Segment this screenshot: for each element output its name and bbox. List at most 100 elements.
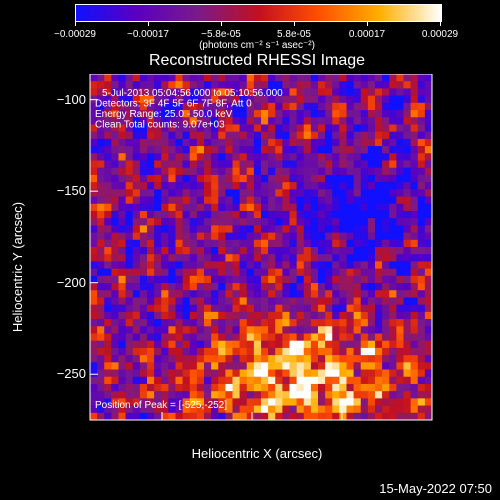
heatmap-cell (239, 261, 248, 269)
heatmap-cell (353, 412, 362, 421)
heatmap-cell (353, 362, 362, 370)
heatmap-cell (218, 283, 226, 291)
heatmap-cell (367, 160, 376, 169)
peak-position-label: Position of Peak = [-525,-252] (95, 400, 227, 411)
heatmap-cell (125, 362, 134, 370)
heatmap-cell (118, 210, 126, 219)
heatmap-cell (225, 117, 233, 125)
heatmap-cell (382, 254, 390, 262)
heatmap-cell (318, 347, 326, 356)
heatmap-cell (325, 261, 333, 269)
heatmap-cell (90, 196, 98, 205)
heatmap-cell (375, 319, 383, 327)
heatmap-cell (90, 412, 98, 421)
heatmap-cell (104, 146, 112, 154)
heatmap-cell (410, 355, 419, 363)
heatmap-cell (303, 88, 312, 96)
heatmap-cell (403, 412, 411, 421)
heatmap-cell (90, 261, 98, 269)
heatmap-cell (204, 203, 212, 212)
heatmap-cell (225, 153, 233, 161)
heatmap-cell (97, 297, 105, 305)
heatmap-cell (104, 74, 112, 82)
heatmap-cell (196, 297, 205, 305)
heatmap-cell (268, 160, 276, 169)
heatmap-cell (303, 369, 312, 378)
heatmap-cell (282, 297, 290, 305)
heatmap-cell (90, 369, 98, 378)
heatmap-cell (403, 196, 411, 205)
heatmap-cell (360, 247, 369, 255)
heatmap-cell (367, 124, 376, 132)
heatmap-cell (310, 405, 319, 414)
heatmap-cell (332, 311, 340, 320)
heatmap-cell (246, 124, 255, 132)
heatmap-cell (246, 138, 255, 147)
heatmap-cell (239, 232, 248, 241)
heatmap-cell (268, 412, 276, 421)
heatmap-cell (325, 297, 333, 305)
heatmap-cell (275, 405, 283, 414)
heatmap-cell (253, 138, 262, 147)
heatmap-cell (332, 268, 340, 277)
heatmap-cell (218, 275, 226, 284)
heatmap-cell (232, 196, 240, 205)
heatmap-cell (261, 81, 269, 89)
heatmap-cell (161, 117, 169, 125)
heatmap-cell (367, 355, 376, 363)
heatmap-cell (253, 391, 262, 399)
heatmap-cell (253, 319, 262, 327)
heatmap-cell (211, 254, 219, 262)
heatmap-cell (417, 261, 426, 269)
heatmap-cell (204, 174, 212, 183)
heatmap-cell (310, 347, 319, 356)
heatmap-cell (375, 304, 383, 313)
heatmap-cell (182, 182, 191, 190)
heatmap-cell (189, 196, 198, 205)
heatmap-cell (268, 333, 276, 342)
heatmap-cell (382, 376, 390, 385)
heatmap-cell (225, 333, 233, 342)
heatmap-cell (367, 333, 376, 342)
heatmap-cell (168, 405, 176, 414)
heatmap-cell (410, 110, 419, 118)
heatmap-cell (125, 174, 134, 183)
heatmap-cell (382, 239, 390, 248)
heatmap-cell (410, 232, 419, 241)
heatmap-cell (182, 376, 191, 385)
heatmap-cell (353, 355, 362, 363)
heatmap-cell (168, 268, 176, 277)
heatmap-cell (339, 117, 347, 125)
heatmap-cell (154, 268, 162, 277)
heatmap-cell (410, 203, 419, 212)
heatmap-cell (353, 210, 362, 219)
heatmap-cell (139, 319, 148, 327)
heatmap-cell (104, 210, 112, 219)
heatmap-cell (396, 362, 404, 370)
heatmap-cell (339, 210, 347, 219)
heatmap-cell (296, 110, 305, 118)
heatmap-cell (303, 405, 312, 414)
heatmap-cell (225, 297, 233, 305)
heatmap-cell (118, 239, 126, 248)
heatmap-cell (346, 74, 354, 82)
heatmap-cell (225, 398, 233, 406)
heatmap-cell (104, 333, 112, 342)
heatmap-cell (189, 254, 198, 262)
heatmap-cell (111, 210, 119, 219)
heatmap-cell (339, 102, 347, 111)
heatmap-cell (175, 290, 183, 298)
heatmap-cell (360, 138, 369, 147)
heatmap-cell (339, 412, 347, 421)
heatmap-cell (253, 254, 262, 262)
heatmap-cell (182, 412, 191, 421)
heatmap-cell (346, 88, 354, 96)
heatmap-cell (424, 311, 433, 320)
heatmap-cell (211, 218, 219, 226)
heatmap-cell (132, 376, 141, 385)
heatmap-cell (125, 196, 134, 205)
heatmap-cell (275, 268, 283, 277)
heatmap-cell (382, 131, 390, 140)
heatmap-cell (310, 225, 319, 233)
heatmap-cell (125, 304, 134, 313)
